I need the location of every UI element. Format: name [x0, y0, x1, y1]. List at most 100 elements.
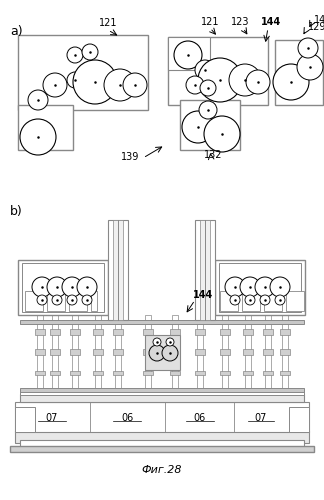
Bar: [243, 349, 253, 355]
Text: 07: 07: [255, 413, 267, 423]
Bar: [170, 371, 180, 375]
Bar: [50, 349, 60, 355]
Bar: [10, 446, 314, 452]
Circle shape: [162, 345, 178, 361]
Text: b): b): [10, 205, 23, 218]
Bar: [37, 315, 43, 390]
Circle shape: [229, 64, 261, 96]
Circle shape: [195, 60, 215, 80]
Bar: [93, 349, 103, 355]
Bar: [197, 315, 203, 390]
Bar: [93, 329, 103, 335]
Bar: [200, 220, 210, 320]
Bar: [180, 100, 240, 150]
Circle shape: [199, 101, 217, 119]
Bar: [143, 349, 153, 355]
Bar: [72, 315, 78, 390]
Text: 07: 07: [46, 413, 58, 423]
Circle shape: [28, 90, 48, 110]
Text: 06: 06: [194, 413, 206, 423]
Bar: [20, 390, 304, 395]
Bar: [280, 349, 290, 355]
Bar: [280, 329, 290, 335]
Bar: [264, 291, 282, 311]
Bar: [20, 388, 304, 392]
Circle shape: [73, 60, 117, 104]
Bar: [195, 371, 205, 375]
Bar: [108, 220, 128, 320]
Circle shape: [82, 44, 98, 60]
Text: 121: 121: [99, 18, 117, 28]
Bar: [220, 329, 230, 335]
Bar: [91, 291, 97, 311]
Bar: [69, 291, 87, 311]
Bar: [282, 315, 288, 390]
Circle shape: [77, 277, 97, 297]
Bar: [113, 220, 123, 320]
Bar: [95, 315, 101, 390]
Bar: [243, 329, 253, 335]
Bar: [286, 291, 304, 311]
Bar: [18, 35, 148, 110]
Bar: [220, 349, 230, 355]
Circle shape: [37, 295, 47, 305]
Circle shape: [52, 295, 62, 305]
Bar: [170, 349, 180, 355]
Bar: [93, 371, 103, 375]
Bar: [18, 105, 73, 150]
Circle shape: [186, 76, 204, 94]
Circle shape: [67, 72, 83, 88]
Circle shape: [149, 345, 165, 361]
Bar: [50, 329, 60, 335]
Circle shape: [198, 58, 242, 102]
Bar: [113, 329, 123, 335]
Circle shape: [297, 54, 323, 80]
Circle shape: [182, 111, 214, 143]
Circle shape: [240, 277, 260, 297]
Bar: [242, 291, 260, 311]
Bar: [20, 440, 304, 448]
Bar: [220, 291, 238, 311]
Bar: [145, 315, 151, 390]
Bar: [265, 315, 271, 390]
Bar: [143, 371, 153, 375]
Bar: [47, 291, 65, 311]
Circle shape: [246, 70, 270, 94]
Bar: [35, 329, 45, 335]
Bar: [145, 335, 180, 370]
Bar: [52, 315, 58, 390]
Text: 144: 144: [193, 290, 213, 300]
Bar: [280, 371, 290, 375]
Bar: [70, 349, 80, 355]
Bar: [168, 37, 268, 105]
Bar: [172, 315, 178, 390]
Text: 121: 121: [201, 17, 219, 27]
Circle shape: [47, 277, 67, 297]
Circle shape: [166, 338, 174, 346]
Bar: [289, 407, 309, 432]
Bar: [143, 329, 153, 335]
Bar: [219, 263, 301, 312]
Circle shape: [153, 338, 161, 346]
Circle shape: [260, 295, 270, 305]
Circle shape: [200, 80, 216, 96]
Bar: [170, 329, 180, 335]
Bar: [215, 260, 305, 315]
Circle shape: [67, 295, 77, 305]
Text: a): a): [10, 25, 23, 38]
Bar: [15, 407, 35, 432]
Circle shape: [245, 295, 255, 305]
Bar: [18, 260, 108, 315]
Circle shape: [174, 41, 202, 69]
Bar: [35, 349, 45, 355]
Bar: [22, 263, 104, 312]
Circle shape: [104, 69, 136, 101]
Circle shape: [67, 47, 83, 63]
Text: 144: 144: [261, 17, 281, 27]
Bar: [15, 402, 309, 432]
Bar: [35, 371, 45, 375]
Bar: [245, 315, 251, 390]
Bar: [113, 349, 123, 355]
Bar: [263, 371, 273, 375]
Circle shape: [62, 277, 82, 297]
